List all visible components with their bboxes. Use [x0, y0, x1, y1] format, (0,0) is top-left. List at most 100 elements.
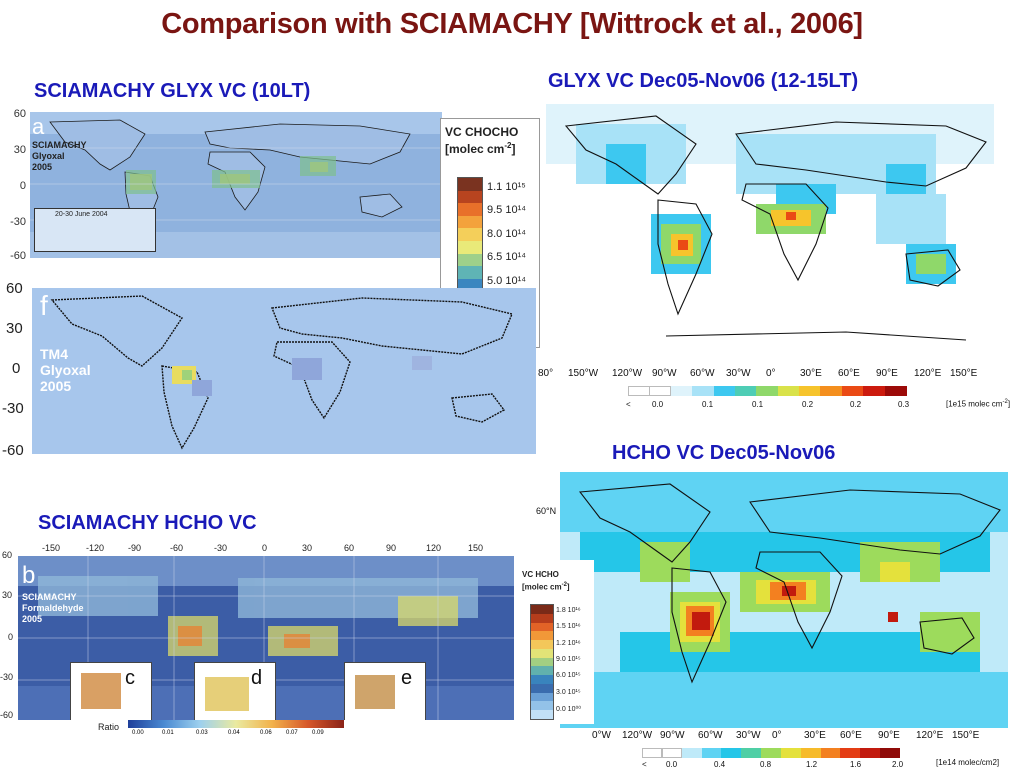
colorscale-cell — [863, 386, 886, 396]
lat-tick: 0 — [8, 632, 14, 642]
colorbar-label: 8.0 10¹⁴ — [487, 227, 526, 240]
lat-tick: 0 — [19, 180, 26, 192]
panel-glyx-model-colorscale — [628, 386, 907, 396]
colorscale-cell — [670, 386, 693, 396]
lon-tick: 30°E — [800, 368, 822, 379]
colorscale-cell — [880, 748, 901, 758]
scale-label: 0.4 — [714, 760, 726, 769]
label-line: Formaldehyde — [22, 603, 84, 613]
hcho-legend: VC HCHO [molec cm-2] 1.8 10¹⁶ 1.5 10¹⁶ 1.2… — [514, 560, 594, 724]
hcho-colorbar — [530, 604, 554, 720]
scale-label: 0.1 — [752, 400, 764, 409]
label-line: SCIAMACHY — [32, 140, 87, 150]
ratio-tick: 0.04 — [228, 730, 240, 736]
legend-title-line: VC HCHO — [522, 570, 559, 579]
lon-tick: 60°E — [840, 730, 862, 741]
lon-tick: 0°W — [592, 730, 611, 741]
colorscale-cell — [642, 748, 662, 758]
colorbar-label: 5.0 10¹⁴ — [487, 274, 526, 287]
colorbar-cell — [531, 710, 553, 720]
colorscale-cell — [756, 386, 779, 396]
scale-label: < — [642, 760, 647, 769]
colorbar-cell — [531, 683, 553, 693]
legend-title-sup: -2 — [504, 141, 512, 150]
scale-label: 1.2 — [806, 760, 818, 769]
lon-tick: 150°E — [950, 368, 978, 379]
panel-a-letter: a — [32, 114, 45, 139]
panel-a-label: SCIAMACHY Glyoxal 2005 — [32, 140, 87, 173]
colorbar-cell — [531, 675, 553, 685]
colorbar-label: 3.0 10¹⁵ — [556, 688, 581, 696]
scale-label: 0.8 — [760, 760, 772, 769]
colorbar-label: 0.0 10⁰⁰ — [556, 705, 582, 713]
colorscale-cell — [661, 748, 682, 758]
colorbar-cell — [531, 701, 553, 711]
lat-tick: -30 — [10, 216, 26, 228]
lon-tick: 120°E — [916, 730, 944, 741]
lon-tick: 150°E — [952, 730, 980, 741]
colorscale-cell — [721, 748, 742, 758]
panel-a-lat-axis: 60 30 0 -30 -60 — [0, 108, 30, 262]
colorbar-cell — [531, 648, 553, 658]
colorbar-label: 1.5 10¹⁶ — [556, 623, 581, 631]
label-line: 2005 — [40, 378, 72, 394]
colorscale-cell — [777, 386, 800, 396]
lon-tick: -60 — [170, 543, 184, 553]
panel-f-label: TM4 Glyoxal 2005 — [40, 346, 91, 394]
lon-tick: 60 — [344, 543, 355, 553]
ratio-tick: 0.07 — [286, 730, 298, 736]
panel-hcho-model-heading: HCHO VC Dec05-Nov06 — [612, 442, 836, 464]
lon-tick: 30°E — [804, 730, 826, 741]
lon-tick: 60°W — [698, 730, 723, 741]
lat-tick: 60 — [6, 280, 23, 297]
label-line: Glyoxal — [40, 362, 91, 378]
scale-label: 0.3 — [898, 400, 910, 409]
colorscale-cell — [628, 386, 650, 396]
lon-tick: 90 — [386, 543, 397, 553]
panel-hcho-model-lon-axis: 0°W 120°W 90°W 60°W 30°W 0° 30°E 60°E 90… — [592, 730, 1024, 744]
lat-tick: -30 — [0, 672, 14, 682]
colorbar-cell — [531, 631, 553, 641]
lat-tick: 30 — [13, 144, 26, 156]
panel-b-ratio-bar — [128, 720, 344, 728]
panel-b-label: SCIAMACHY Formaldehyde 2005 — [22, 592, 84, 625]
inset-region — [205, 677, 249, 711]
panel-glyx-model-scale-unit: [1e15 molec cm-2] — [946, 399, 1010, 409]
panel-hcho-model-colorscale — [642, 748, 901, 758]
ratio-tick: 0.03 — [196, 730, 208, 736]
inset-region — [355, 675, 395, 709]
colorbar-label: 6.5 10¹⁴ — [487, 251, 526, 264]
lon-tick: 80° — [538, 368, 554, 379]
legend-title-end: ] — [511, 142, 516, 156]
lon-tick: 60°W — [690, 368, 715, 379]
lon-tick: 30 — [302, 543, 313, 553]
colorbar-cell — [531, 613, 553, 623]
lon-tick: 120°E — [914, 368, 942, 379]
lon-tick: 120°W — [622, 730, 653, 741]
inset-letter: c — [125, 667, 135, 689]
colorscale-cell — [780, 748, 801, 758]
lon-tick: 0° — [772, 730, 782, 741]
chocho-legend-title: VC CHOCHO [molec cm-2] — [445, 125, 518, 156]
colorbar-label: 1.2 10¹⁶ — [556, 639, 581, 647]
colorbar-cell — [458, 190, 482, 204]
colorscale-cell — [860, 748, 881, 758]
scale-label: 0.0 — [652, 400, 664, 409]
label-line: TM4 — [40, 346, 68, 362]
colorscale-cell — [761, 748, 782, 758]
lat-tick: 30 — [2, 590, 13, 600]
legend-title-line: VC CHOCHO — [445, 125, 519, 139]
lon-tick: 150 — [468, 543, 484, 553]
panel-b-ratio-ticks: 0.00 0.01 0.03 0.04 0.06 0.07 0.09 — [128, 730, 358, 740]
lat-tick: 60 — [2, 550, 13, 560]
panel-f-lat-axis: 60 30 0 -30 -60 — [0, 280, 34, 462]
panel-a-heading: SCIAMACHY GLYX VC (10LT) — [34, 80, 311, 102]
colorscale-cell — [701, 748, 722, 758]
panel-b-lon-axis: -150 -120 -90 -60 -30 0 30 60 90 120 150 — [40, 543, 510, 555]
colorscale-cell — [692, 386, 715, 396]
colorbar-label: 1.8 10¹⁶ — [556, 607, 581, 615]
scale-label: 1.6 — [850, 760, 862, 769]
colorscale-cell — [734, 386, 757, 396]
lon-tick: 0° — [766, 368, 776, 379]
label-line: SCIAMACHY — [22, 592, 77, 602]
